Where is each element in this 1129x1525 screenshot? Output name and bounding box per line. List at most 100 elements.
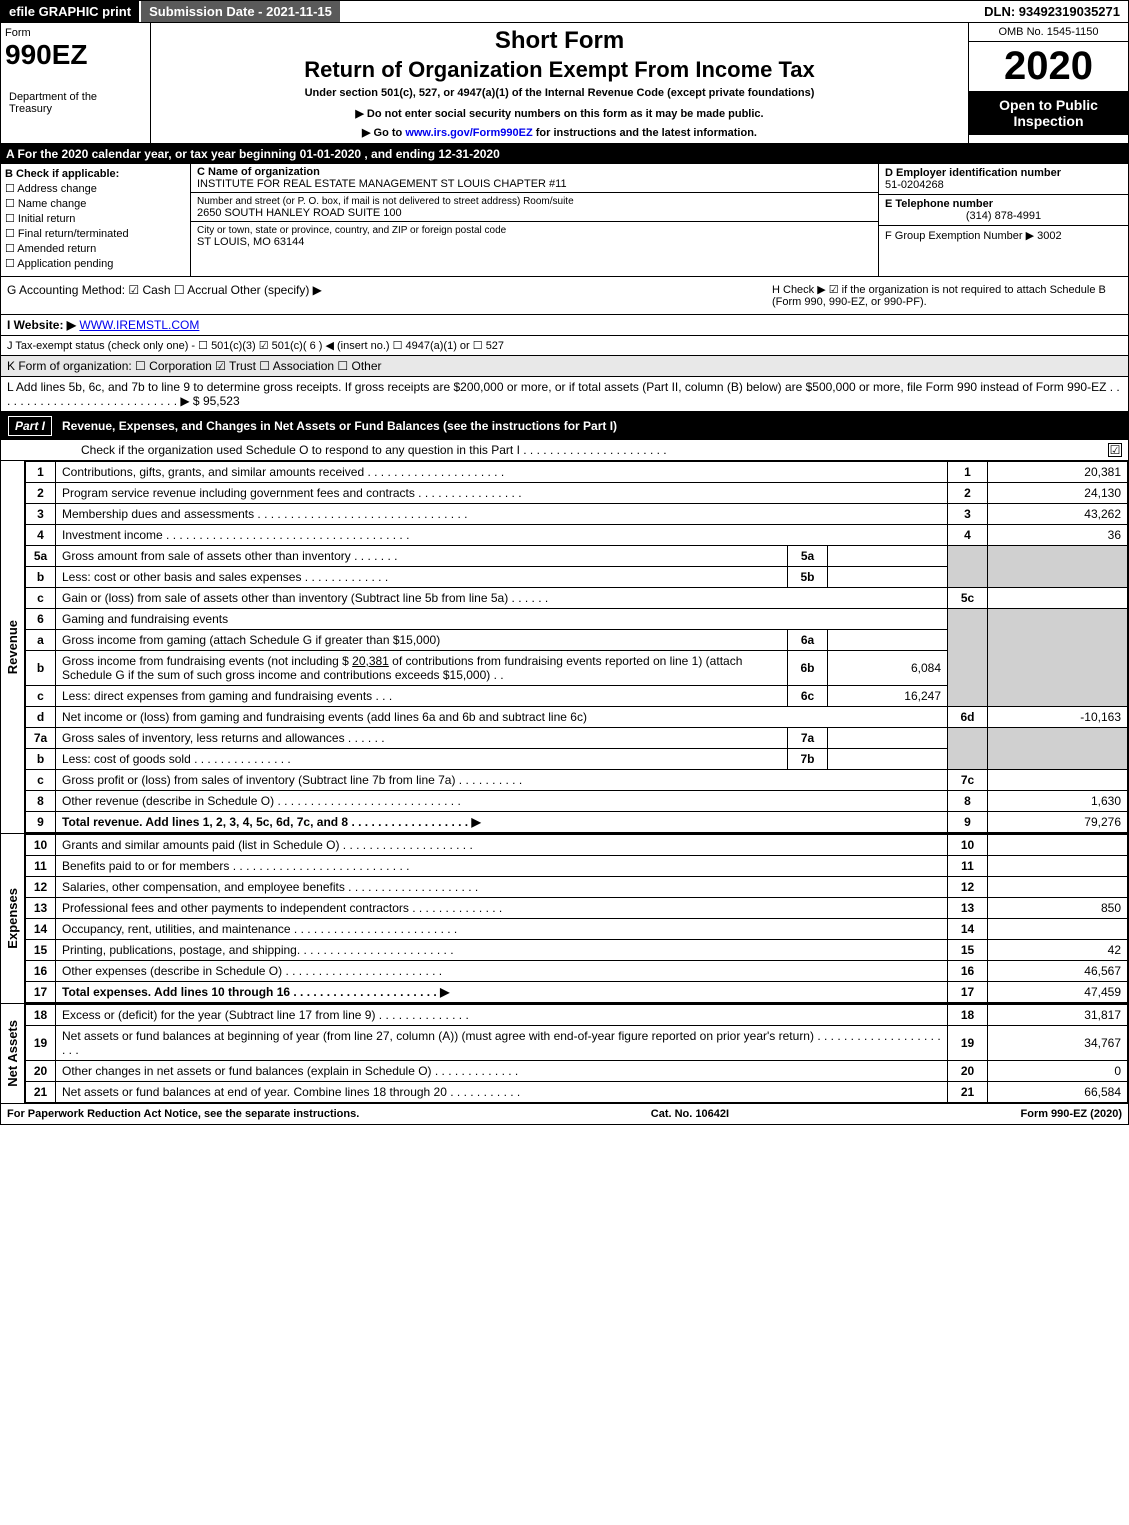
revenue-section: Revenue 1Contributions, gifts, grants, a… bbox=[0, 461, 1129, 833]
b-label: B Check if applicable: bbox=[5, 168, 186, 180]
part-i-label: Part I bbox=[8, 416, 52, 436]
part-i-check-row: Check if the organization used Schedule … bbox=[0, 440, 1129, 461]
netassets-table: 18Excess or (deficit) for the year (Subt… bbox=[25, 1004, 1128, 1103]
short-form-title: Short Form bbox=[159, 27, 960, 55]
city-label: City or town, state or province, country… bbox=[197, 225, 506, 236]
c-name-block: C Name of organization INSTITUTE FOR REA… bbox=[191, 164, 878, 193]
main-title: Return of Organization Exempt From Incom… bbox=[159, 57, 960, 83]
cb-application-pending[interactable]: ☐ Application pending bbox=[5, 257, 186, 270]
ssn-warning: ▶ Do not enter social security numbers o… bbox=[159, 107, 960, 120]
line-12: 12Salaries, other compensation, and empl… bbox=[26, 877, 1128, 898]
section-def: D Employer identification number 51-0204… bbox=[878, 164, 1128, 276]
line-5c: cGain or (loss) from sale of assets othe… bbox=[26, 588, 1128, 609]
line-6d: dNet income or (loss) from gaming and fu… bbox=[26, 707, 1128, 728]
cb-final-return[interactable]: ☐ Final return/terminated bbox=[5, 227, 186, 240]
submission-date: Submission Date - 2021-11-15 bbox=[141, 1, 340, 22]
efile-print-label[interactable]: efile GRAPHIC print bbox=[1, 1, 139, 22]
part-i-checkbox[interactable]: ☑ bbox=[1108, 443, 1122, 457]
line-15: 15Printing, publications, postage, and s… bbox=[26, 940, 1128, 961]
form-number: 990EZ bbox=[5, 39, 146, 71]
part-i-check-text: Check if the organization used Schedule … bbox=[81, 443, 1108, 457]
website-link[interactable]: WWW.IREMSTL.COM bbox=[79, 318, 199, 332]
ein: 51-0204268 bbox=[885, 179, 944, 191]
e-label: E Telephone number bbox=[885, 198, 993, 210]
department: Department of the Treasury bbox=[5, 89, 146, 117]
i-label: I Website: ▶ bbox=[7, 318, 76, 332]
line-16: 16Other expenses (describe in Schedule O… bbox=[26, 961, 1128, 982]
line-6: 6Gaming and fundraising events bbox=[26, 609, 1128, 630]
netassets-side-label: Net Assets bbox=[1, 1004, 25, 1103]
page-footer: For Paperwork Reduction Act Notice, see … bbox=[0, 1104, 1129, 1125]
line-19: 19Net assets or fund balances at beginni… bbox=[26, 1026, 1128, 1061]
org-info-section: B Check if applicable: ☐ Address change … bbox=[0, 164, 1129, 277]
line-8: 8Other revenue (describe in Schedule O) … bbox=[26, 791, 1128, 812]
cat-number: Cat. No. 10642I bbox=[651, 1108, 729, 1120]
line-3: 3Membership dues and assessments . . . .… bbox=[26, 504, 1128, 525]
tax-year: 2020 bbox=[969, 42, 1128, 91]
line-20: 20Other changes in net assets or fund ba… bbox=[26, 1061, 1128, 1082]
expenses-table: 10Grants and similar amounts paid (list … bbox=[25, 834, 1128, 1003]
line-2: 2Program service revenue including gover… bbox=[26, 483, 1128, 504]
f-label: F Group Exemption Number ▶ 3002 bbox=[885, 230, 1062, 242]
line-7c: cGross profit or (loss) from sales of in… bbox=[26, 770, 1128, 791]
paperwork-notice: For Paperwork Reduction Act Notice, see … bbox=[7, 1108, 359, 1120]
goto-suffix: for instructions and the latest informat… bbox=[533, 127, 757, 139]
city-block: City or town, state or province, country… bbox=[191, 222, 878, 250]
net-assets-section: Net Assets 18Excess or (deficit) for the… bbox=[0, 1003, 1129, 1104]
address-block: Number and street (or P. O. box, if mail… bbox=[191, 193, 878, 222]
expenses-section: Expenses 10Grants and similar amounts pa… bbox=[0, 833, 1129, 1003]
line-13: 13Professional fees and other payments t… bbox=[26, 898, 1128, 919]
e-block: E Telephone number (314) 878-4991 bbox=[879, 195, 1128, 226]
row-j-tax-status: J Tax-exempt status (check only one) - ☐… bbox=[0, 336, 1129, 356]
header-left: Form 990EZ Department of the Treasury bbox=[1, 23, 151, 143]
form-footer-label: Form 990-EZ (2020) bbox=[1021, 1108, 1122, 1120]
part-i-title: Revenue, Expenses, and Changes in Net As… bbox=[62, 419, 617, 433]
street-address: 2650 SOUTH HANLEY ROAD SUITE 100 bbox=[197, 207, 402, 219]
section-b-checkboxes: B Check if applicable: ☐ Address change … bbox=[1, 164, 191, 276]
dln-number: DLN: 93492319035271 bbox=[976, 1, 1128, 22]
line-1: 1Contributions, gifts, grants, and simil… bbox=[26, 462, 1128, 483]
goto-prefix: ▶ Go to bbox=[362, 127, 405, 139]
f-block: F Group Exemption Number ▶ 3002 bbox=[879, 226, 1128, 245]
row-gh: G Accounting Method: ☑ Cash ☐ Accrual Ot… bbox=[0, 277, 1129, 315]
instructions-line: ▶ Go to www.irs.gov/Form990EZ for instru… bbox=[159, 126, 960, 139]
row-l-gross-receipts: L Add lines 5b, 6c, and 7b to line 9 to … bbox=[0, 377, 1129, 412]
form-word: Form bbox=[5, 27, 146, 39]
row-k-org-form: K Form of organization: ☐ Corporation ☑ … bbox=[0, 356, 1129, 377]
line-5a: 5aGross amount from sale of assets other… bbox=[26, 546, 1128, 567]
top-bar: efile GRAPHIC print Submission Date - 20… bbox=[0, 0, 1129, 23]
subtitle: Under section 501(c), 527, or 4947(a)(1)… bbox=[159, 87, 960, 99]
header-center: Short Form Return of Organization Exempt… bbox=[151, 23, 968, 143]
cb-name-change[interactable]: ☐ Name change bbox=[5, 197, 186, 210]
open-inspection: Open to Public Inspection bbox=[969, 91, 1128, 135]
line-10: 10Grants and similar amounts paid (list … bbox=[26, 835, 1128, 856]
revenue-side-label: Revenue bbox=[1, 461, 25, 833]
addr-label: Number and street (or P. O. box, if mail… bbox=[197, 196, 574, 207]
city-state-zip: ST LOUIS, MO 63144 bbox=[197, 236, 304, 248]
line-17: 17Total expenses. Add lines 10 through 1… bbox=[26, 982, 1128, 1003]
d-block: D Employer identification number 51-0204… bbox=[879, 164, 1128, 195]
section-c: C Name of organization INSTITUTE FOR REA… bbox=[191, 164, 878, 276]
part-i-header: Part I Revenue, Expenses, and Changes in… bbox=[0, 412, 1129, 440]
cb-initial-return[interactable]: ☐ Initial return bbox=[5, 212, 186, 225]
line-11: 11Benefits paid to or for members . . . … bbox=[26, 856, 1128, 877]
line-7a: 7aGross sales of inventory, less returns… bbox=[26, 728, 1128, 749]
h-schedule-b: H Check ▶ ☑ if the organization is not r… bbox=[772, 283, 1122, 308]
org-name: INSTITUTE FOR REAL ESTATE MANAGEMENT ST … bbox=[197, 178, 567, 190]
d-label: D Employer identification number bbox=[885, 167, 1061, 179]
line-21: 21Net assets or fund balances at end of … bbox=[26, 1082, 1128, 1103]
cb-address-change[interactable]: ☐ Address change bbox=[5, 182, 186, 195]
header-right: OMB No. 1545-1150 2020 Open to Public In… bbox=[968, 23, 1128, 143]
accounting-method: G Accounting Method: ☑ Cash ☐ Accrual Ot… bbox=[7, 283, 772, 308]
row-i-website: I Website: ▶ WWW.IREMSTL.COM bbox=[0, 315, 1129, 336]
row-a-tax-year: A For the 2020 calendar year, or tax yea… bbox=[0, 144, 1129, 164]
line-14: 14Occupancy, rent, utilities, and mainte… bbox=[26, 919, 1128, 940]
line-9: 9Total revenue. Add lines 1, 2, 3, 4, 5c… bbox=[26, 812, 1128, 833]
omb-number: OMB No. 1545-1150 bbox=[969, 23, 1128, 42]
revenue-table: 1Contributions, gifts, grants, and simil… bbox=[25, 461, 1128, 833]
cb-amended-return[interactable]: ☐ Amended return bbox=[5, 242, 186, 255]
irs-link[interactable]: www.irs.gov/Form990EZ bbox=[405, 127, 532, 139]
c-label: C Name of organization bbox=[197, 166, 320, 178]
line-18: 18Excess or (deficit) for the year (Subt… bbox=[26, 1005, 1128, 1026]
form-header: Form 990EZ Department of the Treasury Sh… bbox=[0, 23, 1129, 144]
